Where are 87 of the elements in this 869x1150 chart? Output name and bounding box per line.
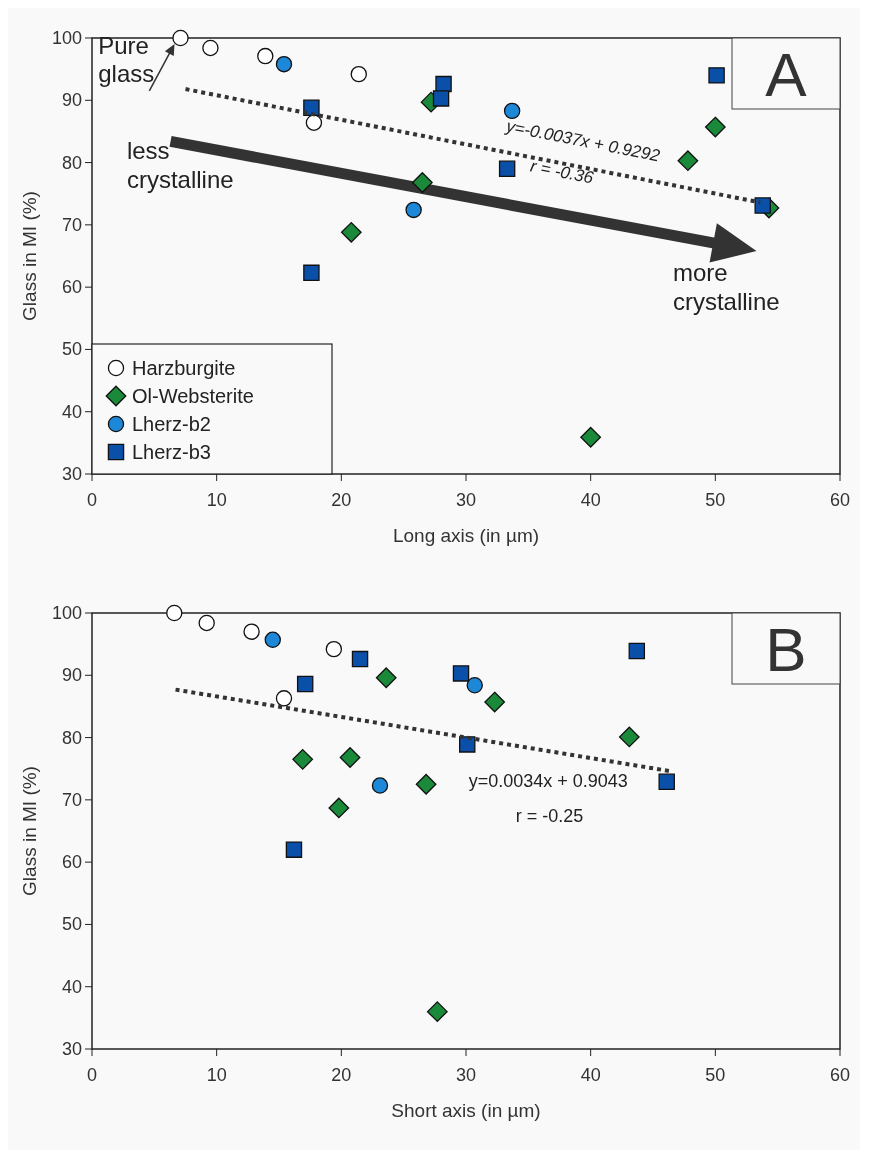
y-tick-label: 90 [61, 665, 82, 686]
point [459, 736, 476, 753]
chart-title: B [765, 615, 807, 684]
point [285, 841, 303, 858]
chart-title: A [765, 40, 808, 109]
point [503, 102, 521, 120]
y-tick-label: 90 [61, 90, 82, 111]
x-tick-label: 0 [86, 490, 98, 510]
point [754, 197, 771, 214]
x-axis-title: Short axis (in µm) [391, 1100, 541, 1121]
point [411, 172, 433, 193]
y-tick-label: 100 [51, 603, 82, 623]
y-axis-title: Glass in MI (%) [19, 766, 40, 896]
point [296, 675, 314, 693]
x-tick-label: 50 [705, 490, 726, 510]
point [275, 55, 293, 73]
y-tick-label: 60 [61, 852, 82, 873]
y-axis-title: Glass in MI (%) [19, 191, 40, 321]
x-tick-label: 50 [705, 1065, 726, 1085]
legend-label: Ol-Websterite [132, 385, 254, 407]
point [243, 623, 260, 640]
legend-label: Lherz-b2 [132, 413, 211, 435]
point [704, 116, 726, 138]
point [708, 67, 725, 84]
annotation: y=0.0034x + 0.9043 [468, 771, 628, 792]
point [166, 604, 183, 622]
y-tick-label: 70 [61, 789, 82, 810]
y-tick-label: 30 [61, 1039, 82, 1059]
point [339, 747, 361, 768]
point [452, 665, 470, 682]
y-tick-label: 60 [61, 277, 82, 298]
y-tick-label: 30 [61, 464, 82, 484]
annotation: Pure glass [98, 31, 155, 88]
point [257, 47, 274, 65]
x-tick-label: 60 [829, 490, 851, 510]
point [426, 1001, 448, 1023]
point [305, 114, 323, 131]
point [580, 426, 602, 448]
point [351, 650, 369, 668]
annotation: more crystalline [672, 258, 780, 315]
y-tick-label: 40 [61, 976, 82, 997]
y-tick-label: 80 [61, 152, 82, 173]
point [325, 640, 343, 658]
annotation: r = -0.36 [528, 156, 596, 188]
x-tick-label: 30 [455, 490, 477, 510]
legend-label: Lherz-b3 [132, 441, 211, 463]
point [202, 39, 219, 57]
x-tick-label: 10 [206, 1065, 227, 1085]
x-tick-label: 40 [580, 490, 601, 510]
x-tick-label: 60 [829, 1065, 851, 1085]
point [303, 264, 320, 282]
x-tick-label: 0 [86, 1065, 98, 1085]
point [375, 667, 397, 689]
y-tick-label: 100 [51, 28, 82, 48]
point [328, 797, 350, 819]
point [264, 631, 281, 648]
y-tick-label: 50 [61, 914, 82, 935]
point [618, 726, 640, 748]
point [498, 160, 516, 178]
x-tick-label: 20 [331, 1065, 352, 1085]
point [350, 65, 368, 83]
point [432, 90, 450, 107]
y-tick-label: 70 [61, 214, 82, 235]
y-tick-label: 50 [61, 339, 82, 360]
point [340, 221, 362, 243]
y-tick-label: 80 [61, 727, 82, 748]
point [484, 691, 506, 713]
x-tick-label: 40 [580, 1065, 601, 1085]
annotation: r = -0.25 [515, 805, 584, 826]
point [466, 677, 483, 694]
point [677, 150, 699, 172]
annotation: less crystalline [126, 137, 234, 194]
point [198, 614, 215, 632]
y-tick-label: 40 [61, 401, 82, 422]
point [415, 773, 437, 795]
x-tick-label: 20 [331, 490, 352, 510]
legend-label: Harzburgite [132, 357, 236, 379]
point [658, 773, 675, 791]
x-axis-title: Long axis (in µm) [392, 525, 540, 546]
x-tick-label: 10 [206, 490, 227, 510]
point [405, 201, 422, 219]
point [628, 642, 646, 660]
point [275, 690, 293, 707]
x-tick-label: 30 [455, 1065, 477, 1085]
point [292, 748, 314, 770]
point [172, 29, 189, 47]
point [371, 777, 389, 794]
